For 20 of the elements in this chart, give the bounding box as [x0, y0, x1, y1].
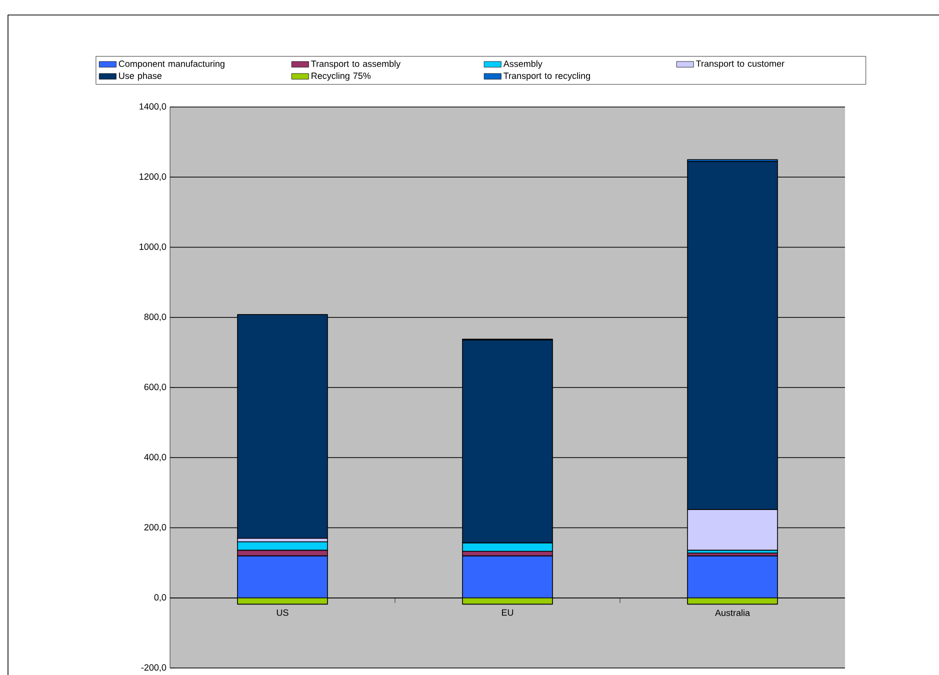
y-tick-label: 1400,0: [140, 103, 166, 111]
legend-label: Component manufacturing: [118, 60, 224, 69]
legend-label: Transport to recycling: [504, 72, 590, 81]
y-tick-label: 1200,0: [140, 173, 166, 181]
y-tick-label: 600,0: [144, 384, 166, 392]
x-tick-label: EU: [502, 609, 514, 616]
legend-label: Assembly: [503, 60, 542, 69]
y-tick-label: 0,0: [154, 594, 166, 602]
y-tick-label: 1000,0: [140, 244, 166, 251]
y-tick-label: 400,0: [144, 454, 166, 462]
x-tick-label: Australia: [715, 609, 750, 616]
legend-label: Recycling 75%: [312, 72, 371, 81]
legend-label: Transport to assembly: [311, 60, 401, 69]
x-tick-label: US: [276, 609, 288, 616]
legend-label: Transport to customer: [696, 60, 784, 69]
bar: [237, 314, 328, 539]
y-tick-label: 800,0: [144, 314, 166, 322]
legend-label: Use phase: [119, 72, 162, 81]
y-tick-label: 200,0: [144, 524, 166, 532]
y-tick-label: -200,0: [141, 664, 166, 672]
